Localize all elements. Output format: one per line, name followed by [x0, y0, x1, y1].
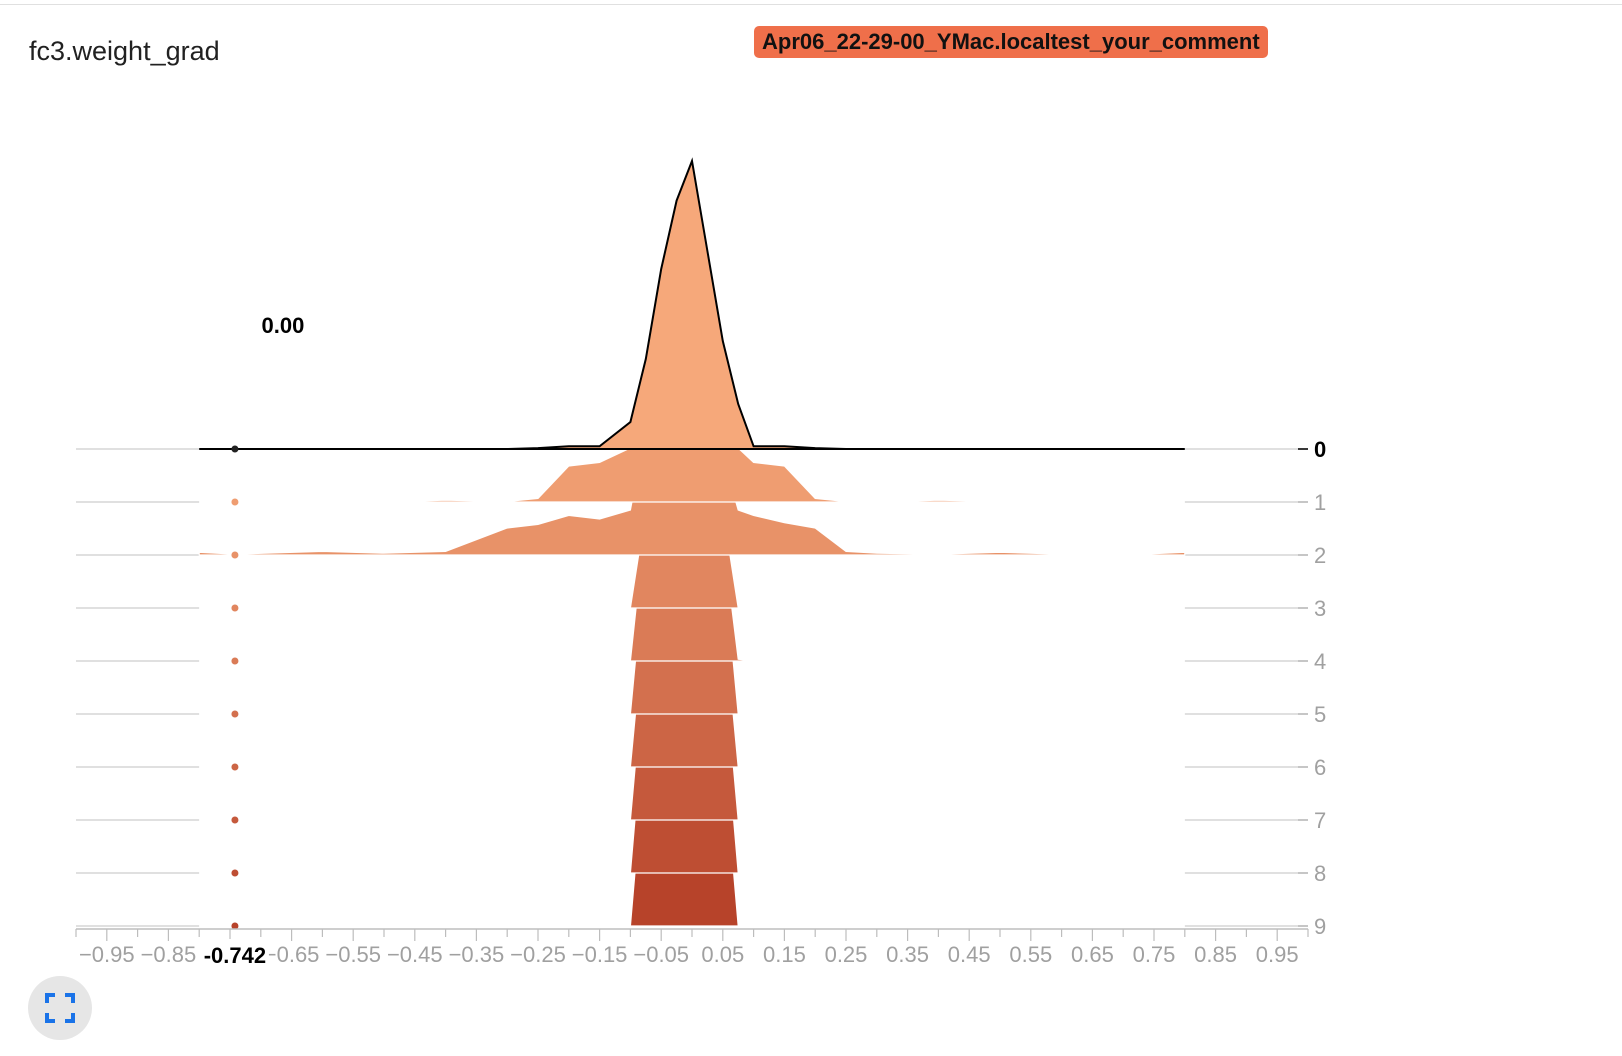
x-tick-label: −0.05 — [633, 942, 689, 967]
y-tick-label: 0 — [1314, 437, 1326, 462]
hover-dot — [231, 657, 239, 665]
y-tick-label: 6 — [1314, 755, 1326, 780]
hover-dot — [231, 922, 239, 930]
x-tick-label: 0.05 — [701, 942, 744, 967]
hover-dot — [231, 498, 239, 506]
card-title: fc3.weight_grad — [29, 36, 220, 66]
x-tick-label: −0.85 — [141, 942, 197, 967]
hover-dot — [231, 816, 239, 824]
histogram-chart[interactable]: 0 1 2 3 4 5 6 7 8 9 −0.95 −0.85 −0.65 −0.55 −0.45 −0.35… — [0, 0, 1622, 1000]
y-tick-label: 5 — [1314, 702, 1326, 727]
x-tick-label: 0.55 — [1009, 942, 1052, 967]
hover-x-readout: -0.742 — [204, 943, 266, 968]
y-tick-label: 2 — [1314, 543, 1326, 568]
x-tick-label: −0.45 — [387, 942, 443, 967]
hover-dot — [231, 551, 239, 559]
x-tick-label: −0.95 — [79, 942, 135, 967]
run-badge: Apr06_22-29-00_YMac.localtest_your_comme… — [754, 26, 1268, 58]
y-tick-label: 9 — [1314, 914, 1326, 939]
x-tick-label: 0.85 — [1194, 942, 1237, 967]
x-tick-label: 0.75 — [1133, 942, 1176, 967]
x-tick-label: 0.65 — [1071, 942, 1114, 967]
x-tick-label: −0.55 — [325, 942, 381, 967]
x-tick-label: 0.95 — [1256, 942, 1299, 967]
fullscreen-button[interactable] — [28, 976, 92, 1040]
hover-dot — [231, 710, 239, 718]
histogram-step-0 — [199, 157, 1185, 450]
fullscreen-icon — [45, 993, 75, 1023]
y-tick-label: 4 — [1314, 649, 1326, 674]
x-tick-label: −0.65 — [264, 942, 320, 967]
x-tick-label: −0.35 — [449, 942, 505, 967]
hover-dot — [231, 604, 239, 612]
y-tick-label: 3 — [1314, 596, 1326, 621]
hover-dot — [231, 869, 239, 877]
hover-x-readout-bg — [200, 939, 269, 969]
hover-dot — [231, 763, 239, 771]
hover-value-readout: 0.00 — [262, 313, 305, 338]
y-tick-label: 7 — [1314, 808, 1326, 833]
x-tick-label: 0.35 — [886, 942, 929, 967]
x-tick-label: 0.15 — [763, 942, 806, 967]
x-tick-label: 0.25 — [825, 942, 868, 967]
top-divider — [0, 4, 1622, 5]
hover-dot — [231, 445, 239, 453]
x-tick-label: 0.45 — [948, 942, 991, 967]
x-tick-label: −0.15 — [572, 942, 628, 967]
x-tick-label: −0.25 — [510, 942, 566, 967]
y-tick-label: 8 — [1314, 861, 1326, 886]
y-tick-label: 1 — [1314, 490, 1326, 515]
